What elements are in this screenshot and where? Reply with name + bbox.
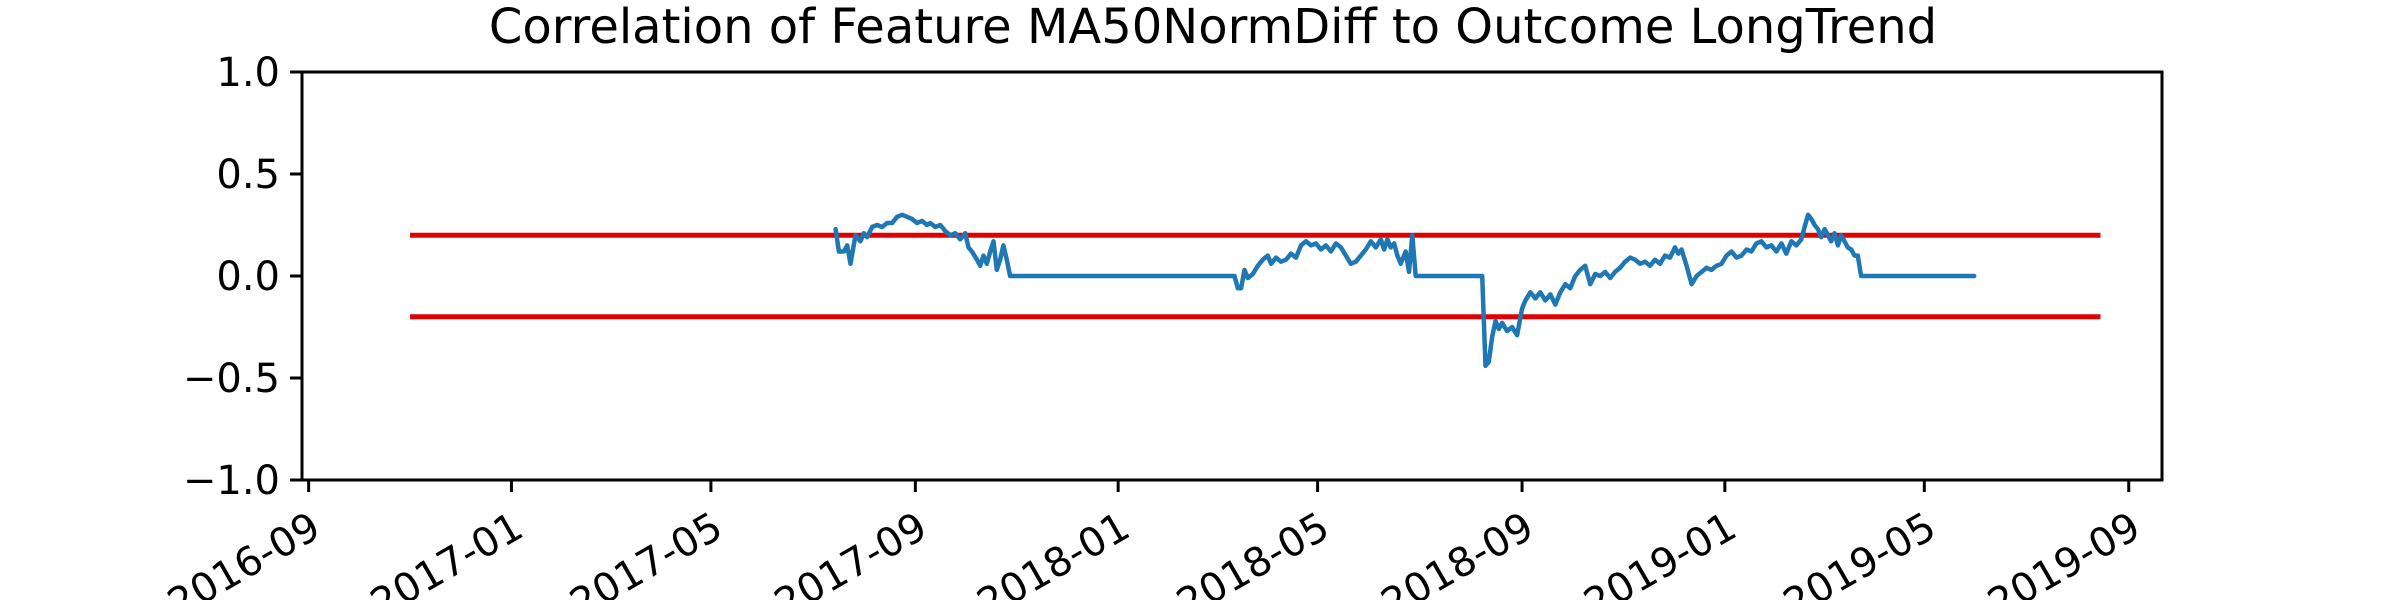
y-tick-label: −0.5 <box>183 356 280 402</box>
x-tick-label: 2018-09 <box>1374 504 1542 600</box>
x-tick-label: 2018-01 <box>970 504 1138 600</box>
series-group <box>833 212 1977 369</box>
x-tick-label: 2019-09 <box>1980 504 2148 600</box>
correlation-series-line <box>833 212 1977 369</box>
x-tick-label: 2017-09 <box>767 504 935 600</box>
x-axis: 2016-09 2017-01 2017-05 2017-09 2018-01 2018-… <box>160 480 2148 605</box>
x-tick-label: 2017-01 <box>363 504 531 600</box>
y-tick-label: −1.0 <box>183 458 280 504</box>
x-tick-label: 2018-05 <box>1169 504 1337 600</box>
x-tick-label: 2019-05 <box>1776 504 1944 600</box>
x-tick-label: 2019-01 <box>1576 504 1744 600</box>
y-tick-label: 1.0 <box>216 50 280 96</box>
x-tick-label: 2017-05 <box>563 504 731 600</box>
y-tick-label: 0.5 <box>216 152 280 198</box>
y-axis: 1.0 0.5 0.0 −0.5 −1.0 <box>183 50 302 504</box>
y-tick-label: 0.0 <box>216 254 280 300</box>
plot-frame <box>300 70 2164 482</box>
chart-title: Correlation of Feature MA50NormDiff to O… <box>489 0 1937 55</box>
x-tick-label: 2016-09 <box>160 504 328 600</box>
